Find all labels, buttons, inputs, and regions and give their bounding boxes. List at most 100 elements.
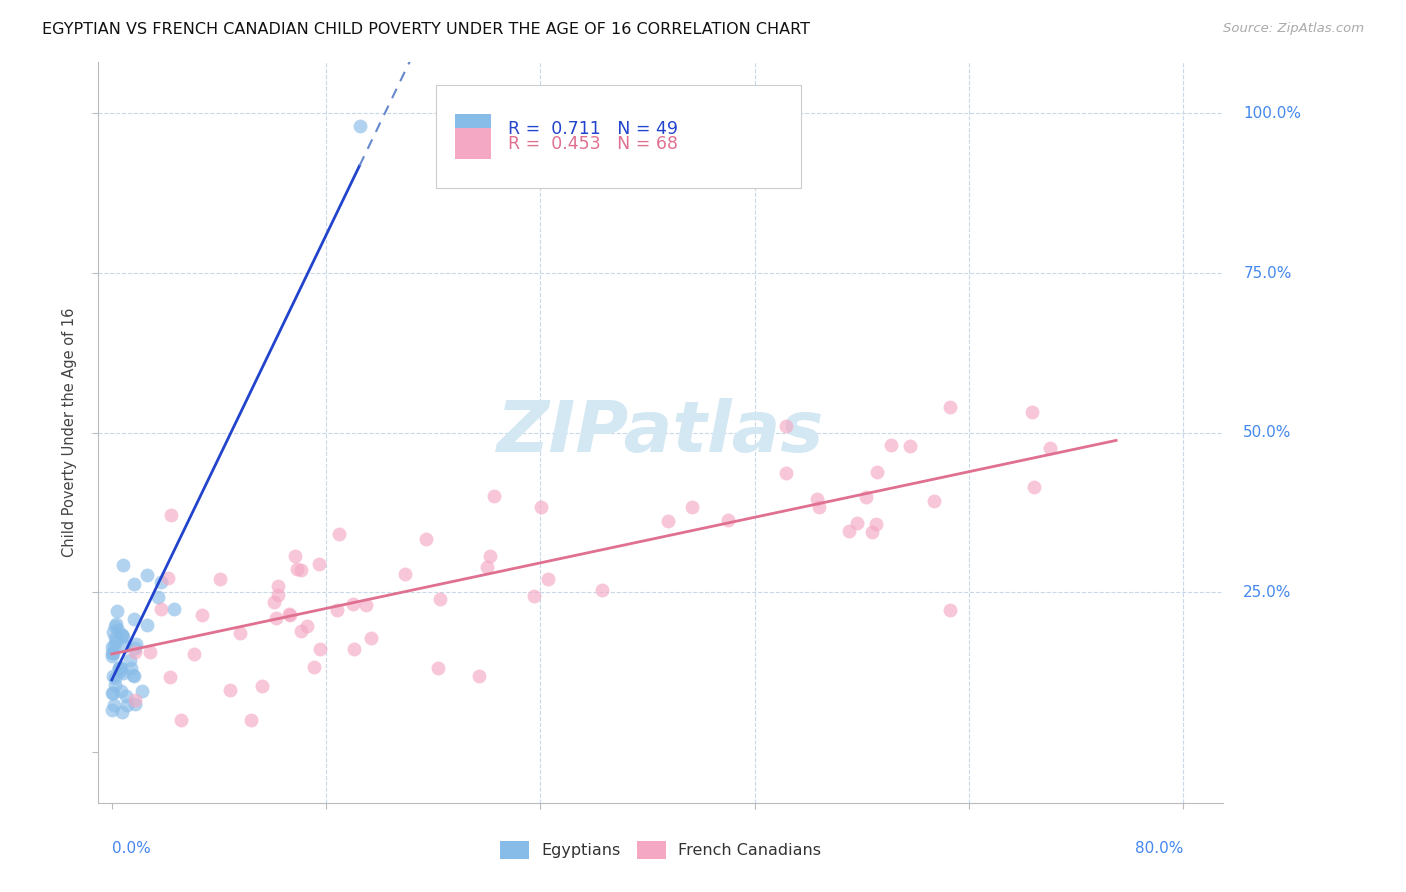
Point [343, 642, 366, 657]
Point [277, 607, 299, 621]
Point [139, 645, 162, 659]
Point [124, 698, 146, 712]
Point [111, 628, 134, 642]
Point [295, 618, 318, 632]
Text: 25.0%: 25.0% [1243, 584, 1292, 599]
Point [136, 568, 159, 582]
Point [103, 640, 125, 654]
Text: Source: ZipAtlas.com: Source: ZipAtlas.com [1223, 22, 1364, 36]
Point [845, 516, 868, 531]
Point [149, 574, 172, 589]
Point [114, 640, 136, 654]
Text: R =  0.711   N = 49: R = 0.711 N = 49 [508, 120, 678, 138]
Text: R =  0.453   N = 68: R = 0.453 N = 68 [508, 135, 678, 153]
Point [149, 602, 172, 616]
Point [775, 418, 797, 433]
Point [104, 671, 127, 685]
Point [482, 489, 505, 503]
Point [111, 628, 134, 642]
Point [111, 630, 134, 644]
Text: 50.0%: 50.0% [1243, 425, 1292, 440]
Point [107, 660, 129, 674]
Legend: Egyptians, French Canadians: Egyptians, French Canadians [494, 835, 828, 865]
Point [136, 618, 159, 632]
Point [328, 527, 350, 541]
Point [159, 670, 181, 684]
Point [124, 640, 146, 655]
Point [111, 558, 134, 573]
Point [169, 713, 191, 727]
Point [111, 666, 134, 681]
Point [107, 623, 129, 637]
Point [101, 640, 124, 654]
Point [183, 647, 205, 661]
Point [110, 684, 132, 698]
Point [218, 682, 240, 697]
Point [807, 500, 830, 514]
Point [124, 645, 146, 659]
Point [124, 669, 146, 683]
Text: 80.0%: 80.0% [1135, 841, 1182, 856]
Point [122, 577, 145, 591]
Point [855, 490, 877, 504]
Point [922, 494, 945, 508]
Point [101, 646, 124, 660]
Point [426, 661, 449, 675]
Point [775, 466, 797, 480]
Point [250, 680, 273, 694]
Point [360, 631, 382, 645]
FancyBboxPatch shape [436, 85, 801, 188]
Y-axis label: Child Poverty Under the Age of 16: Child Poverty Under the Age of 16 [62, 308, 77, 558]
Point [114, 690, 136, 704]
Point [266, 610, 288, 624]
Point [159, 508, 181, 523]
Point [308, 557, 330, 571]
FancyBboxPatch shape [456, 128, 491, 160]
Point [394, 566, 416, 581]
Point [131, 683, 153, 698]
Point [101, 686, 124, 700]
Point [591, 582, 613, 597]
Point [101, 669, 124, 683]
Point [104, 631, 127, 645]
Text: EGYPTIAN VS FRENCH CANADIAN CHILD POVERTY UNDER THE AGE OF 16 CORRELATION CHART: EGYPTIAN VS FRENCH CANADIAN CHILD POVERT… [42, 22, 810, 37]
Point [163, 602, 186, 616]
Point [468, 669, 491, 683]
Point [285, 562, 308, 576]
Point [880, 438, 903, 452]
Point [342, 597, 364, 611]
Point [1039, 442, 1062, 456]
Point [111, 705, 134, 719]
Point [101, 646, 124, 660]
Point [657, 514, 679, 528]
Point [101, 649, 124, 664]
Point [120, 653, 142, 667]
Point [229, 626, 252, 640]
Point [104, 619, 127, 633]
Point [191, 608, 214, 623]
Point [717, 513, 740, 527]
Point [530, 500, 553, 515]
Point [1024, 480, 1046, 494]
Point [146, 590, 169, 604]
Point [240, 713, 263, 727]
Point [209, 572, 232, 586]
Point [263, 595, 285, 609]
Point [939, 401, 962, 415]
Point [479, 549, 502, 563]
Point [104, 677, 127, 691]
Point [104, 617, 127, 632]
Point [429, 592, 451, 607]
Text: ZIPatlas: ZIPatlas [498, 398, 824, 467]
Point [860, 524, 883, 539]
Text: 0.0%: 0.0% [112, 841, 150, 856]
Point [110, 664, 132, 678]
Point [110, 661, 132, 675]
Point [290, 624, 312, 638]
Point [475, 560, 498, 574]
Point [101, 703, 124, 717]
Point [290, 563, 312, 577]
Point [326, 602, 349, 616]
Point [806, 491, 828, 506]
Point [898, 439, 921, 453]
